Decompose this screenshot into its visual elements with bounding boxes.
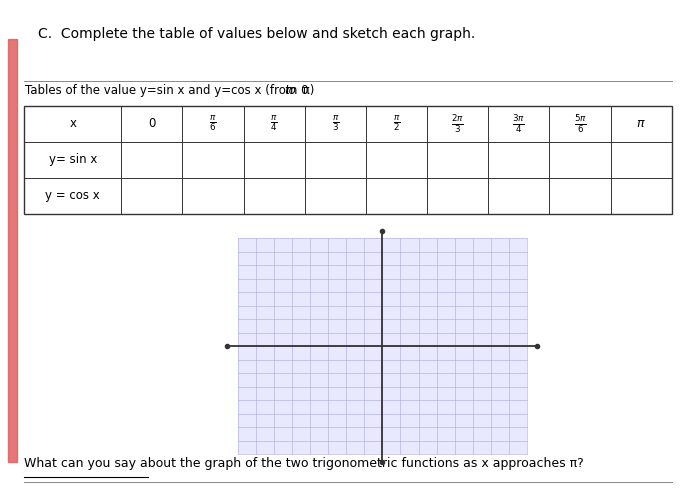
Bar bbox=[8, 39, 17, 462]
Bar bbox=[238, 238, 527, 454]
Text: $\pi$: $\pi$ bbox=[637, 117, 646, 130]
Text: $\frac{\pi}{2}$: $\frac{\pi}{2}$ bbox=[393, 114, 400, 133]
Text: x: x bbox=[69, 117, 76, 130]
Text: π): π) bbox=[299, 84, 314, 97]
Text: C.  Complete the table of values below and sketch each graph.: C. Complete the table of values below an… bbox=[38, 27, 475, 41]
Text: $\frac{5\pi}{6}$: $\frac{5\pi}{6}$ bbox=[573, 112, 586, 135]
Text: y = cos x: y = cos x bbox=[45, 189, 100, 202]
Text: $\frac{\pi}{3}$: $\frac{\pi}{3}$ bbox=[331, 114, 339, 133]
Text: to: to bbox=[285, 84, 296, 97]
Text: $\frac{\pi}{6}$: $\frac{\pi}{6}$ bbox=[209, 114, 217, 133]
Text: 0: 0 bbox=[148, 117, 156, 130]
Text: $\frac{2\pi}{3}$: $\frac{2\pi}{3}$ bbox=[451, 112, 464, 135]
Bar bbox=[24, 106, 672, 214]
Text: $\frac{\pi}{4}$: $\frac{\pi}{4}$ bbox=[270, 114, 278, 133]
Text: $\frac{3\pi}{4}$: $\frac{3\pi}{4}$ bbox=[513, 112, 525, 135]
Text: What can you say about the graph of the two trigonometric functions as x approac: What can you say about the graph of the … bbox=[24, 458, 584, 470]
Text: Tables of the value y=sin x and y=cos x (from 0: Tables of the value y=sin x and y=cos x … bbox=[25, 84, 313, 97]
Text: y= sin x: y= sin x bbox=[48, 153, 97, 166]
